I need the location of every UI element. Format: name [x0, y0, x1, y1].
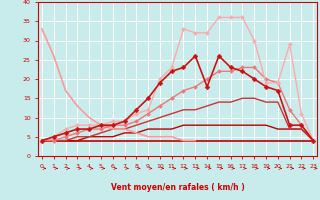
X-axis label: Vent moyen/en rafales ( km/h ): Vent moyen/en rafales ( km/h ) — [111, 183, 244, 192]
